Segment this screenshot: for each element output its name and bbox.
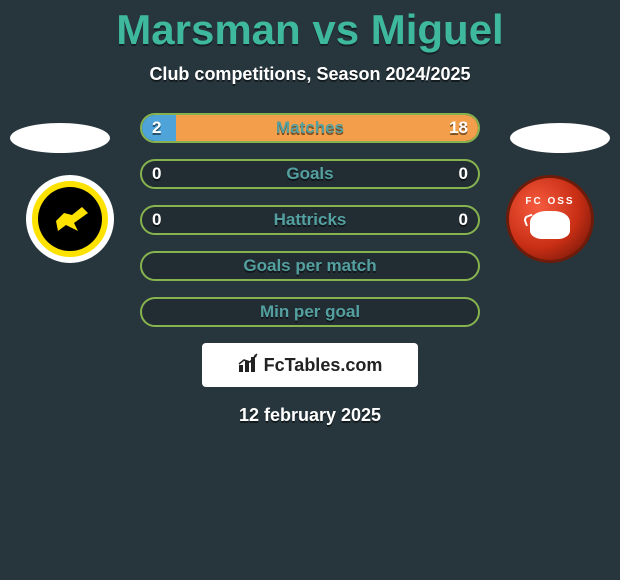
bar-label: Hattricks [274,210,347,230]
stat-bar-row: Goals per match [140,251,480,281]
page-title: Marsman vs Miguel [0,0,620,54]
bar-value-left: 0 [152,210,161,230]
watermark-text: FcTables.com [264,355,383,376]
team-crest-left [26,175,114,263]
team-crest-left-inner [38,187,102,251]
team-crest-right-text: FC OSS [525,196,574,207]
stat-bar-row: 2 18 Matches [140,113,480,143]
bar-value-right: 0 [459,210,468,230]
bar-label: Goals per match [243,256,376,276]
bar-label: Min per goal [260,302,360,322]
player-photo-placeholder-right [510,123,610,153]
bull-icon [530,211,570,239]
stat-bar-row: 0 0 Goals [140,159,480,189]
bar-value-left: 0 [152,164,161,184]
stat-bar-row: 0 0 Hattricks [140,205,480,235]
watermark: FcTables.com [202,343,418,387]
date-label: 12 february 2025 [0,405,620,426]
bar-label: Matches [276,118,344,138]
stat-bar-row: Min per goal [140,297,480,327]
bar-value-right: 0 [459,164,468,184]
player-photo-placeholder-left [10,123,110,153]
bar-chart-icon [238,353,260,378]
bar-label: Goals [286,164,333,184]
subtitle: Club competitions, Season 2024/2025 [0,64,620,85]
bar-value-left: 2 [152,118,161,138]
stat-bars: 2 18 Matches 0 0 Goals 0 0 Hattricks Goals per ma… [140,113,480,327]
team-crest-right: FC OSS [506,175,594,263]
comparison-panel: FC OSS 2 18 Matches 0 0 Goals 0 0 Hattricks Goals… [0,113,620,426]
bar-value-right: 18 [449,118,468,138]
